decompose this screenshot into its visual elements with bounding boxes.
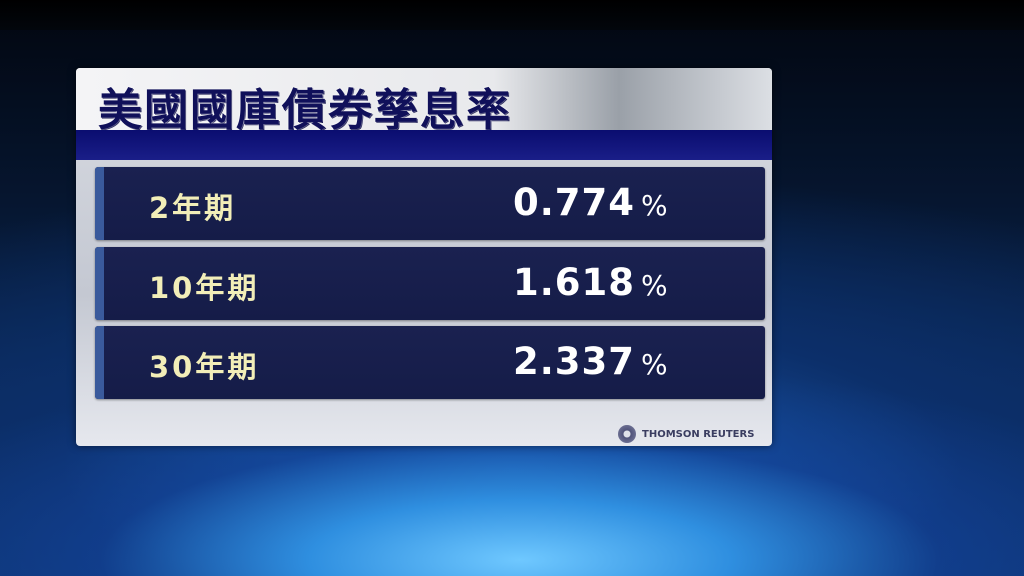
yield-panel: 美國國庫債券孳息率 2年期 0.774 % 10年期 1.618 % 30年期 … xyxy=(76,68,772,446)
row-accent xyxy=(95,326,104,399)
title-band xyxy=(76,130,772,160)
row-value: 0.774 xyxy=(512,181,635,224)
thomson-reuters-logo-icon xyxy=(618,425,636,443)
source-text: THOMSON REUTERS xyxy=(642,428,755,440)
source-logo: THOMSON REUTERS xyxy=(618,425,754,443)
yield-row: 30年期 2.337 % xyxy=(95,326,765,399)
row-unit: % xyxy=(641,269,668,302)
row-unit: % xyxy=(641,189,668,222)
title-bar: 美國國庫債券孳息率 xyxy=(76,68,772,136)
row-label: 10年期 xyxy=(149,271,260,305)
row-accent xyxy=(95,247,104,320)
yield-row: 10年期 1.618 % xyxy=(95,247,765,320)
panel-title: 美國國庫債券孳息率 xyxy=(98,85,512,136)
row-accent xyxy=(95,167,104,240)
row-label: 2年期 xyxy=(149,191,237,225)
background-top xyxy=(0,0,1024,30)
row-value: 2.337 xyxy=(512,340,635,383)
row-label: 30年期 xyxy=(149,350,260,384)
row-value: 1.618 xyxy=(512,261,635,304)
row-unit: % xyxy=(641,348,668,381)
yield-row: 2年期 0.774 % xyxy=(95,167,765,240)
